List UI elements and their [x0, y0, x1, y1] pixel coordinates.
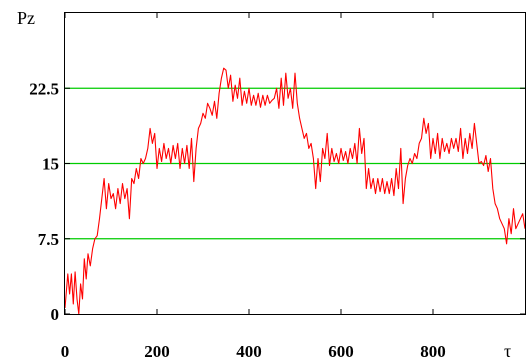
x-axis-title: τ	[504, 341, 511, 361]
x-tick-label-4: 800	[420, 342, 446, 361]
y-tick-label-0: 0	[51, 305, 60, 324]
gridlines	[65, 87, 525, 240]
ticks: 0 200 400 600 800 0 7.5 15 22.5	[29, 13, 525, 361]
y-axis-title: Pz	[17, 8, 35, 28]
x-tick-label-3: 600	[328, 342, 354, 361]
series-group	[64, 67, 526, 315]
y-tick-label-2: 15	[42, 155, 59, 174]
y-tick-label-1: 7.5	[38, 230, 59, 249]
x-tick-label-0: 0	[61, 342, 70, 361]
y-tick-label-3: 22.5	[29, 79, 59, 98]
x-tick-label-1: 200	[144, 342, 170, 361]
series-line-0	[64, 67, 526, 315]
plot-frame	[64, 12, 526, 315]
x-tick-label-2: 400	[236, 342, 262, 361]
